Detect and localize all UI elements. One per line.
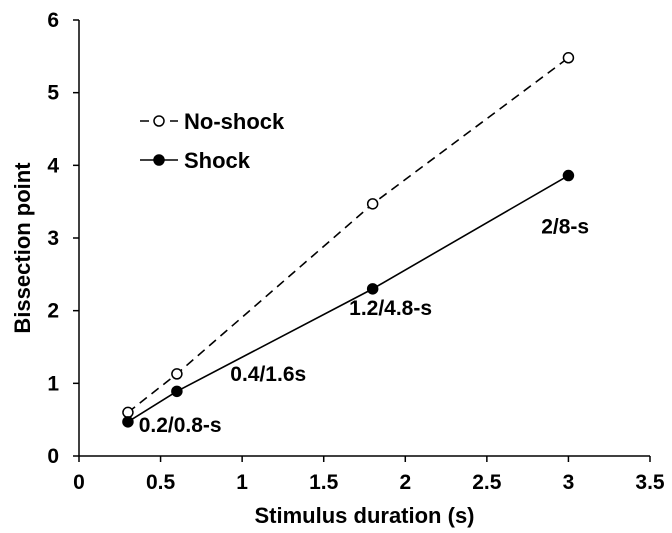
series-no-shock [122,52,575,419]
x-tick-label: 3 [563,471,575,494]
data-point [122,406,134,419]
annotation-label: 0.2/0.8-s [139,414,222,437]
series-shock [122,169,575,428]
x-tick-label: 1 [236,471,248,494]
x-tick-label: 0.5 [146,471,176,494]
legend-label: Shock [184,148,251,173]
x-tick-label: 2 [399,471,411,494]
y-tick-label: 4 [47,154,59,177]
x-tick-label: 1.5 [309,471,339,494]
legend-item: Shock [140,148,251,173]
data-point [122,416,134,428]
x-tick-label: 2.5 [472,471,502,494]
x-tick-label: 0 [73,471,85,494]
y-tick-label: 6 [47,9,59,32]
x-tick-label: 3.5 [635,471,665,494]
y-tick-label: 1 [47,372,59,395]
data-point [562,52,575,64]
legend-label: No-shock [184,109,285,134]
data-point [366,283,379,295]
legend-marker [153,115,165,127]
y-tick-label: 2 [47,300,59,323]
series-line [127,57,569,414]
series-group [122,52,575,428]
legend-marker [153,154,165,166]
axes: 0 0.5 1 1.5 2 2.5 3 3.5 0 1 2 3 4 5 6 Stimulus duration… [10,9,665,528]
y-axis-title: Bissection point [10,162,35,334]
data-point [171,385,183,398]
data-point [366,198,379,210]
y-tick-label: 0 [47,445,59,468]
annotation-label: 1.2/4.8-s [349,297,432,320]
data-point [171,368,183,380]
series-line [127,174,569,423]
y-tick-label: 3 [47,227,59,250]
annotation-label: 0.4/1.6s [230,363,306,386]
annotations: 0.2/0.8-s 0.4/1.6s 1.2/4.8-s 2/8-s [139,216,589,437]
y-tick-label: 5 [47,82,59,105]
x-axis-title: Stimulus duration (s) [255,503,475,528]
legend: No-shock Shock [140,109,285,173]
annotation-label: 2/8-s [541,216,589,239]
data-point [562,169,575,182]
legend-item: No-shock [140,109,285,134]
